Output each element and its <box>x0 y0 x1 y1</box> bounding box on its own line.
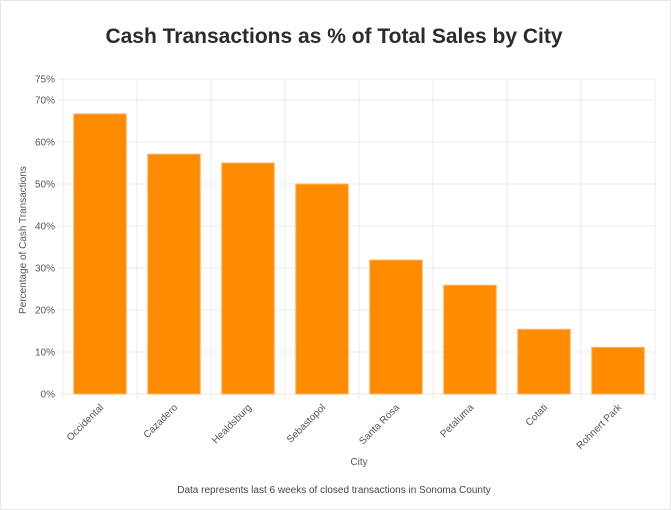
bar <box>517 328 571 395</box>
y-tick-label: 75% <box>35 75 55 86</box>
x-tick-label: Cotati <box>524 402 550 428</box>
bar <box>295 183 349 395</box>
bar <box>147 153 201 395</box>
x-axis-label: City <box>350 457 367 468</box>
x-tick-label: Occidental <box>65 402 106 443</box>
x-tick-label: Santa Rosa <box>357 402 402 447</box>
y-tick-label: 30% <box>35 264 55 275</box>
chart-title: Cash Transactions as % of Total Sales by… <box>105 25 562 48</box>
bar <box>443 284 497 395</box>
y-tick-label: 60% <box>35 138 55 149</box>
x-tick-label: Sebastopol <box>285 402 328 445</box>
y-tick-label: 40% <box>35 222 55 233</box>
bar <box>591 346 645 395</box>
y-tick-label: 0% <box>41 390 56 401</box>
y-tick-label: 10% <box>35 348 55 359</box>
x-tick-label: Cazadero <box>142 402 181 441</box>
y-axis-ticks: 0% 10% 20% 30% 40% 50% 60% 70% 75% <box>35 75 55 401</box>
bar <box>369 259 423 395</box>
y-axis-label: Percentage of Cash Transactions <box>18 166 29 314</box>
bar <box>73 113 127 395</box>
y-tick-label: 20% <box>35 306 55 317</box>
y-tick-label: 70% <box>35 96 55 107</box>
bar <box>221 162 275 395</box>
y-tick-label: 50% <box>35 180 55 191</box>
chart-footnote: Data represents last 6 weeks of closed t… <box>177 485 491 496</box>
x-axis-ticks: Occidental Cazadero Healdsburg Sebastopol Sa… <box>65 402 625 452</box>
bars <box>73 113 645 395</box>
x-tick-label: Petaluma <box>438 402 476 440</box>
x-tick-label: Rohnert Park <box>575 402 625 452</box>
x-tick-label: Healdsburg <box>210 402 254 446</box>
